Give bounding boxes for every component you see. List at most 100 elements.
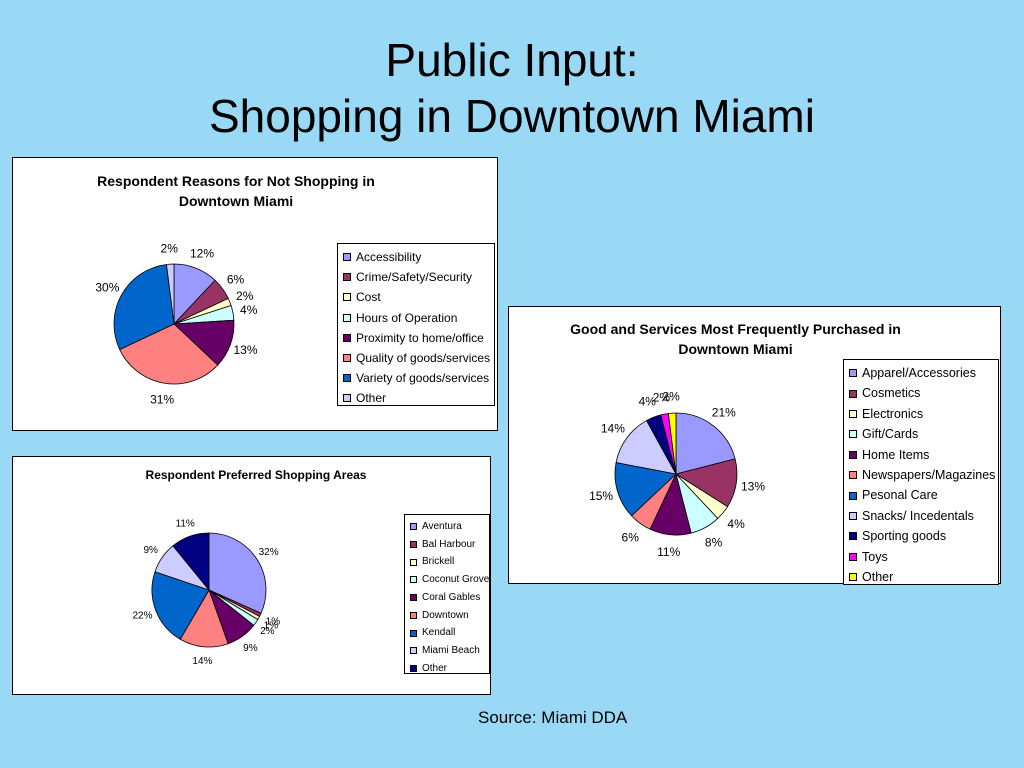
legend-label: Other — [356, 391, 387, 406]
chart-title: Good and Services Most Frequently Purcha… — [489, 319, 982, 359]
legend-item-apparel-accessories: Apparel/Accessories — [844, 364, 998, 384]
chart-title-line: Downtown Miami — [678, 341, 793, 357]
pie-label-newspapers-magazines: 6% — [622, 530, 640, 544]
chart-title-line: Respondent Preferred Shopping Areas — [145, 468, 367, 482]
legend-label: Sporting goods — [862, 529, 947, 544]
legend-swatch — [343, 253, 351, 262]
legend-item-kendall: Kendall — [405, 625, 489, 643]
chart-title: Respondent Reasons for Not Shopping in Do… — [0, 171, 479, 211]
legend-swatch — [410, 541, 417, 549]
legend-item-gift-cards: Gift/Cards — [844, 425, 998, 445]
legend-swatch — [849, 511, 857, 520]
legend-item-accessibility: Accessibility — [338, 248, 494, 268]
legend-label: Coconut Grove — [422, 574, 490, 586]
pie-slice-variety-of-goods-services — [113, 264, 175, 351]
legend-label: Apparel/Accessories — [862, 366, 976, 380]
pie-label-aventura: 32% — [259, 547, 279, 558]
pie-chart-reasons: 12%6%2%4%13%31%30%2% — [95, 241, 258, 406]
legend-label: Variety of goods/services — [356, 371, 490, 386]
legend-label: Hours of Operation — [356, 310, 458, 325]
slide-title-line-2: Shopping in Downtown Miami — [209, 90, 815, 142]
pie-label-electronics: 4% — [727, 517, 745, 531]
chart-legend: Apparel/Accessories Cosmetics Electronics G… — [843, 359, 999, 585]
pie-slice-snacks-incedentals — [615, 420, 677, 475]
legend-label: Gift/Cards — [862, 427, 919, 442]
source-note: Source: Miami DDA — [478, 708, 628, 727]
legend-swatch — [410, 647, 417, 655]
legend-label: Home Items — [862, 447, 930, 462]
legend-item-pesonal-care: Pesonal Care — [844, 486, 998, 506]
pie-label-downtown: 14% — [192, 656, 212, 667]
legend-swatch — [343, 354, 351, 363]
legend-swatch — [343, 333, 351, 342]
slide-title-line-1: Public Input: — [385, 34, 639, 86]
pie-label-apparel-accessories: 21% — [712, 406, 736, 420]
legend-label: Newspapers/Magazines — [862, 468, 996, 482]
pie-label-accessibility: 12% — [190, 247, 214, 261]
pie-label-snacks-incedentals: 14% — [601, 421, 625, 435]
legend-swatch — [849, 552, 857, 561]
legend-label: Quality of goods/services — [356, 351, 491, 365]
legend-swatch — [343, 273, 351, 282]
pie-label-home-items: 11% — [657, 545, 680, 559]
legend-swatch — [849, 430, 857, 439]
legend-label: Other — [422, 662, 448, 674]
pie-chart-areas: 32%1%1%2%9%14%22%9%11% — [132, 519, 281, 668]
pie-label-hours-of-operation: 4% — [240, 303, 258, 317]
legend-item-other: Other — [844, 568, 998, 588]
pie-label-cost: 2% — [236, 289, 254, 303]
legend-item-bal-harbour: Bal Harbour — [405, 537, 489, 555]
legend-label: Downtown — [422, 609, 469, 621]
legend-item-coconut-grove: Coconut Grove — [405, 572, 489, 590]
chart-title-line: Good and Services Most Frequently Purcha… — [570, 321, 901, 337]
legend-item-brickell: Brickell — [405, 554, 489, 572]
chart-panel-reasons: Respondent Reasons for Not Shopping in Do… — [12, 157, 498, 431]
chart-title-line: Respondent Reasons for Not Shopping in — [97, 173, 375, 189]
pie-label-gift-cards: 8% — [705, 536, 723, 550]
legend-label: Kendall — [422, 627, 456, 639]
pie-label-variety-of-goods-services: 30% — [95, 281, 119, 295]
legend-swatch — [849, 471, 857, 480]
legend-swatch — [343, 293, 351, 302]
legend-swatch — [849, 409, 857, 418]
chart-title: Respondent Preferred Shopping Areas — [13, 467, 499, 483]
legend-label: Bal Harbour — [422, 538, 476, 550]
legend-swatch — [849, 491, 857, 500]
pie-chart-purchases: 21%13%4%8%11%6%15%14%4%2%2% — [589, 389, 765, 559]
legend-item-miami-beach: Miami Beach — [405, 643, 489, 661]
legend-item-sporting-goods: Sporting goods — [844, 527, 998, 547]
pie-label-toys: 2% — [653, 391, 671, 405]
pie-slice-other — [667, 412, 677, 475]
legend-swatch — [849, 389, 857, 398]
chart-legend: Accessibility Crime/Safety/Security Cost Ho… — [337, 243, 495, 406]
pie-slice-other — [172, 532, 210, 592]
pie-label-quality-of-goods-services: 31% — [150, 392, 174, 406]
legend-item-cost: Cost — [338, 288, 494, 308]
legend-label: Miami Beach — [422, 644, 480, 656]
legend-label: Aventura — [422, 521, 462, 532]
legend-label: Accessibility — [356, 250, 422, 264]
legend-swatch — [410, 558, 417, 566]
pie-label-bal-harbour: 1% — [266, 616, 281, 627]
legend-item-quality-of-goods-services: Quality of goods/services — [338, 349, 494, 369]
legend-swatch — [849, 532, 857, 541]
pie-label-kendall: 22% — [132, 610, 152, 621]
legend-item-home-items: Home Items — [844, 446, 998, 466]
legend-label: Cost — [356, 290, 381, 305]
legend-item-aventura: Aventura — [405, 519, 489, 537]
legend-item-snacks-incedentals: Snacks/ Incedentals — [844, 507, 998, 527]
pie-label-other: 2% — [662, 389, 680, 403]
legend-item-newspapers-magazines: Newspapers/Magazines — [844, 466, 998, 486]
legend-label: Crime/Safety/Security — [356, 270, 473, 285]
legend-label: Coral Gables — [422, 591, 481, 603]
legend-item-other: Other — [338, 389, 494, 409]
chart-panel-purchases: Good and Services Most Frequently Purcha… — [508, 306, 1001, 585]
pie-label-pesonal-care: 15% — [589, 489, 613, 503]
legend-swatch — [343, 374, 351, 383]
chart-legend: Aventura Bal Harbour Brickell Coconut Grove… — [404, 514, 490, 674]
pie-label-proximity-to-home-office: 13% — [233, 343, 257, 357]
pie-label-other: 2% — [161, 241, 179, 255]
legend-item-toys: Toys — [844, 548, 998, 568]
legend-item-variety-of-goods-services: Variety of goods/services — [338, 369, 494, 389]
legend-item-crime-safety-security: Crime/Safety/Security — [338, 268, 494, 288]
